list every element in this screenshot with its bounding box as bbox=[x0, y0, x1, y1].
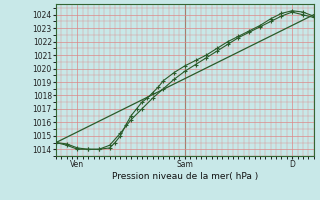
X-axis label: Pression niveau de la mer( hPa ): Pression niveau de la mer( hPa ) bbox=[112, 172, 258, 181]
